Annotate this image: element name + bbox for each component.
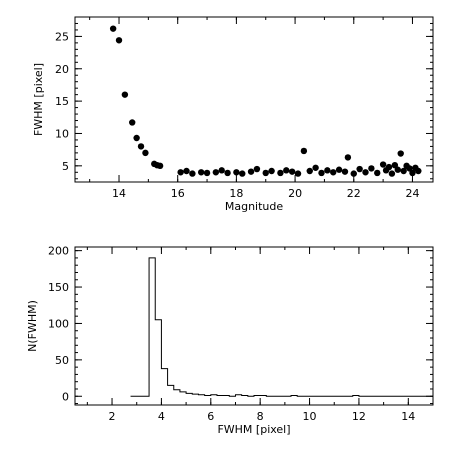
histogram-y-tick-label: 150 <box>48 281 69 294</box>
scatter-point <box>177 169 184 176</box>
scatter-point <box>277 169 284 177</box>
scatter-point <box>183 167 190 175</box>
scatter-point <box>224 169 231 177</box>
scatter-point <box>312 164 319 171</box>
scatter-point <box>330 169 337 176</box>
scatter-point <box>129 119 136 126</box>
scatter-point <box>247 168 255 175</box>
histogram-x-tick-label: 8 <box>257 410 264 423</box>
scatter-point <box>189 170 196 177</box>
histogram-plot-frame <box>74 246 434 406</box>
scatter-point <box>294 170 302 177</box>
scatter-point <box>385 163 393 171</box>
scatter-point <box>203 169 211 177</box>
histogram-ticks: 2 4 6 8 10 12 14 0 50 100 150 200 <box>48 245 434 423</box>
scatter-y-axis-label: FWHM [pixel] <box>32 63 45 136</box>
histogram-x-tick-label: 12 <box>352 410 366 423</box>
histogram-y-tick-label: 100 <box>48 317 69 330</box>
scatter-point <box>415 167 422 175</box>
scatter-y-tick-label: 10 <box>55 127 69 140</box>
scatter-point <box>283 167 290 174</box>
scatter-point <box>368 165 375 172</box>
scatter-point <box>391 161 399 169</box>
histogram-x-tick-label: 4 <box>158 410 165 423</box>
scatter-point <box>156 162 164 170</box>
scatter-panel: 14 16 18 20 22 24 5 10 15 20 25 Magnitude FWHM [pi… <box>32 16 434 213</box>
scatter-x-tick-label: 14 <box>112 187 126 200</box>
scatter-ticks: 14 16 18 20 22 24 5 10 15 20 25 <box>55 16 433 200</box>
scatter-point <box>109 25 117 32</box>
scatter-point <box>335 166 343 173</box>
scatter-points <box>109 25 422 177</box>
scatter-point <box>197 169 205 176</box>
scatter-point <box>137 143 145 150</box>
histogram-y-tick-label: 50 <box>55 354 69 367</box>
scatter-point <box>362 169 369 176</box>
scatter-point <box>397 150 404 157</box>
scatter-point <box>318 169 325 177</box>
scatter-point <box>409 169 416 177</box>
scatter-point <box>374 169 381 177</box>
scatter-point <box>300 147 308 155</box>
scatter-point <box>350 170 357 177</box>
scatter-point <box>253 165 261 173</box>
histogram-x-axis-label: FWHM [pixel] <box>217 423 290 436</box>
scatter-point <box>115 37 123 44</box>
scatter-point <box>218 167 225 174</box>
scatter-point <box>400 167 407 175</box>
scatter-x-tick-label: 16 <box>171 187 185 200</box>
histogram-step-line <box>130 257 433 397</box>
scatter-point <box>394 166 401 173</box>
histogram-x-tick-label: 14 <box>401 410 415 423</box>
scatter-point <box>341 168 349 175</box>
scatter-y-tick-label: 25 <box>55 30 69 43</box>
scatter-plot-frame <box>74 16 434 183</box>
scatter-point <box>121 91 129 98</box>
histogram-x-tick-label: 10 <box>303 410 317 423</box>
histogram-y-tick-label: 200 <box>48 245 69 258</box>
scatter-y-tick-label: 5 <box>62 160 69 173</box>
scatter-x-tick-label: 18 <box>229 187 243 200</box>
histogram-x-tick-label: 6 <box>207 410 214 423</box>
histogram-y-axis-label: N(FWHM) <box>26 300 39 352</box>
scatter-point <box>324 167 331 174</box>
scatter-point <box>388 170 396 177</box>
histogram-x-tick-label: 2 <box>109 410 116 423</box>
histogram-panel: 2 4 6 8 10 12 14 0 50 100 150 200 FWHM [pixel] N(FW… <box>26 245 434 436</box>
scatter-x-tick-label: 20 <box>288 187 302 200</box>
scatter-point <box>133 134 140 142</box>
scatter-point <box>262 169 269 177</box>
scatter-point <box>379 161 387 168</box>
scatter-point <box>288 168 296 175</box>
scatter-x-axis-label: Magnitude <box>225 200 284 213</box>
scatter-point <box>233 169 240 176</box>
scatter-point <box>212 169 220 176</box>
scatter-y-tick-label: 15 <box>55 95 69 108</box>
scatter-point <box>406 165 413 172</box>
scatter-x-tick-label: 24 <box>405 187 419 200</box>
scatter-point <box>268 167 275 175</box>
scatter-y-tick-label: 20 <box>55 63 69 76</box>
scatter-point <box>239 170 246 177</box>
histogram-y-tick-label: 0 <box>62 390 69 403</box>
scatter-point <box>344 154 352 161</box>
scatter-x-tick-label: 22 <box>347 187 361 200</box>
scatter-point <box>142 149 149 157</box>
scatter-point <box>356 165 363 173</box>
scatter-point <box>306 167 313 175</box>
